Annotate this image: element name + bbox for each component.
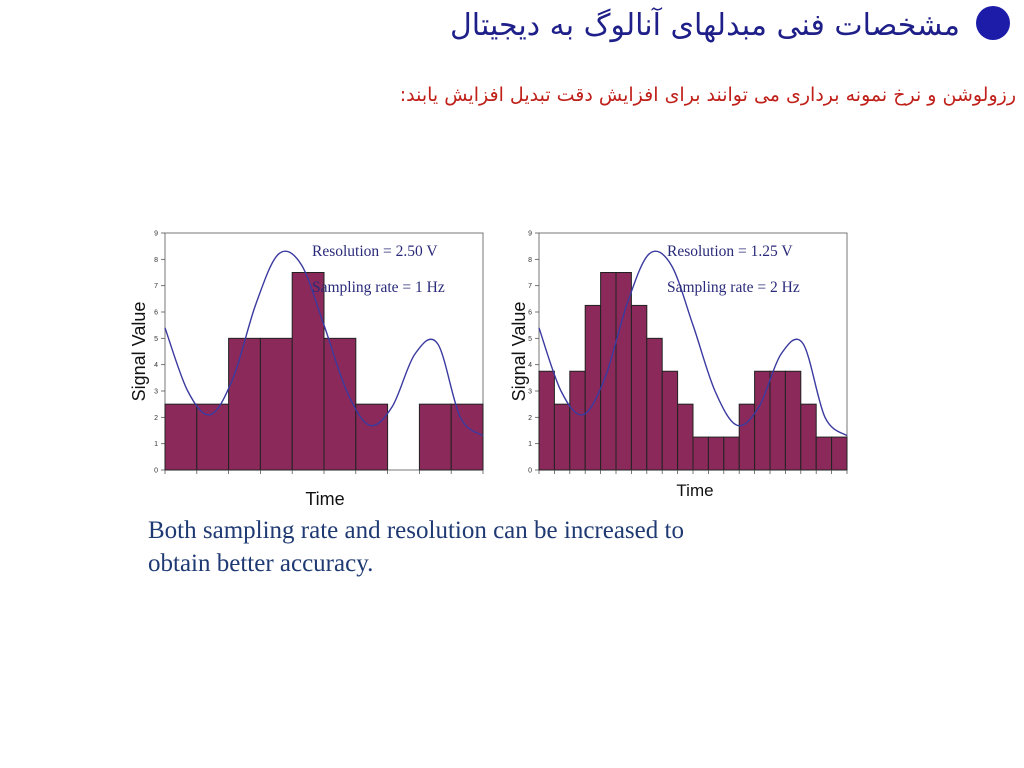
right-ytick-label: 8 (528, 257, 532, 264)
right-bar (569, 370, 586, 471)
right-bar (584, 304, 602, 471)
chart-resolution-2-50: 0 1 2 3 4 5 6 7 8 9 Resolution = 2.50 V Sampling ra… (129, 231, 484, 509)
right-bar (723, 436, 740, 471)
right-ytick-label: 6 (528, 310, 532, 317)
left-bar (418, 403, 452, 471)
right-bar (630, 304, 648, 471)
right-bar (661, 370, 679, 471)
left-annotation: Sampling rate = 1 Hz (312, 279, 445, 296)
right-ytick-label: 3 (528, 389, 532, 396)
caption-line-1: Both sampling rate and resolution can be… (148, 517, 684, 544)
title-bullet-icon (976, 6, 1010, 40)
left-ytick-label: 7 (154, 283, 158, 290)
left-bar (164, 403, 198, 471)
right-ytick-label: 5 (528, 336, 532, 343)
left-ytick-label: 2 (154, 415, 158, 422)
right-bar (692, 436, 709, 471)
right-ytick-label: 1 (528, 441, 532, 448)
left-bar (355, 403, 389, 471)
chart-resolution-1-25: 0 1 2 3 4 5 6 7 8 9 Resolution = 1.25 V Sampling ra… (509, 231, 848, 500)
right-bar (831, 436, 848, 471)
right-bar (769, 370, 786, 471)
right-ytick-label: 4 (528, 362, 532, 369)
right-xlabel: Time (676, 481, 713, 500)
right-annotation: Sampling rate = 2 Hz (667, 279, 800, 296)
left-ylabel: Signal Value (129, 302, 149, 402)
left-ytick-label: 8 (154, 257, 158, 264)
right-ytick-label: 7 (528, 283, 532, 290)
right-bar (784, 370, 802, 471)
left-bar (196, 403, 230, 471)
left-signal-curve (164, 250, 484, 437)
slide-title: مشخصات فنی مبدلهای آنالوگ به دیجیتال (450, 8, 960, 43)
left-bar (450, 403, 484, 471)
right-bar (646, 337, 663, 471)
caption-line-2: obtain better accuracy. (148, 550, 374, 577)
right-bar (553, 403, 571, 471)
right-ylabel: Signal Value (509, 302, 529, 402)
left-ytick-label: 4 (154, 362, 158, 369)
left-ytick-label: 5 (154, 336, 158, 343)
left-ytick-label: 1 (154, 441, 158, 448)
right-ytick-label: 2 (528, 415, 532, 422)
right-signal-curve (538, 250, 848, 437)
right-annotation: Resolution = 1.25 V (667, 243, 793, 260)
left-bar (228, 337, 261, 471)
left-ytick-label: 6 (154, 310, 158, 317)
right-bar (600, 272, 617, 471)
caption: Both sampling rate and resolution can be… (148, 514, 848, 580)
left-ytick-label: 3 (154, 389, 158, 396)
left-bar (259, 337, 293, 471)
right-bar (738, 403, 756, 471)
right-bar (538, 370, 555, 471)
left-bar (323, 337, 357, 471)
right-bar (707, 436, 725, 471)
left-ytick-label: 0 (154, 468, 158, 475)
right-ytick-label: 0 (528, 468, 532, 475)
right-bar (615, 272, 632, 471)
right-bar (815, 436, 833, 471)
left-annotation: Resolution = 2.50 V (312, 243, 438, 260)
right-bar (677, 403, 694, 471)
left-bar (291, 272, 325, 471)
left-xlabel: Time (305, 489, 344, 509)
right-ytick-label: 9 (528, 231, 532, 238)
right-bar (800, 403, 817, 471)
left-ytick-label: 9 (154, 231, 158, 238)
slide-subtitle: رزولوشن و نرخ نمونه برداری می توانند برا… (399, 84, 1016, 106)
